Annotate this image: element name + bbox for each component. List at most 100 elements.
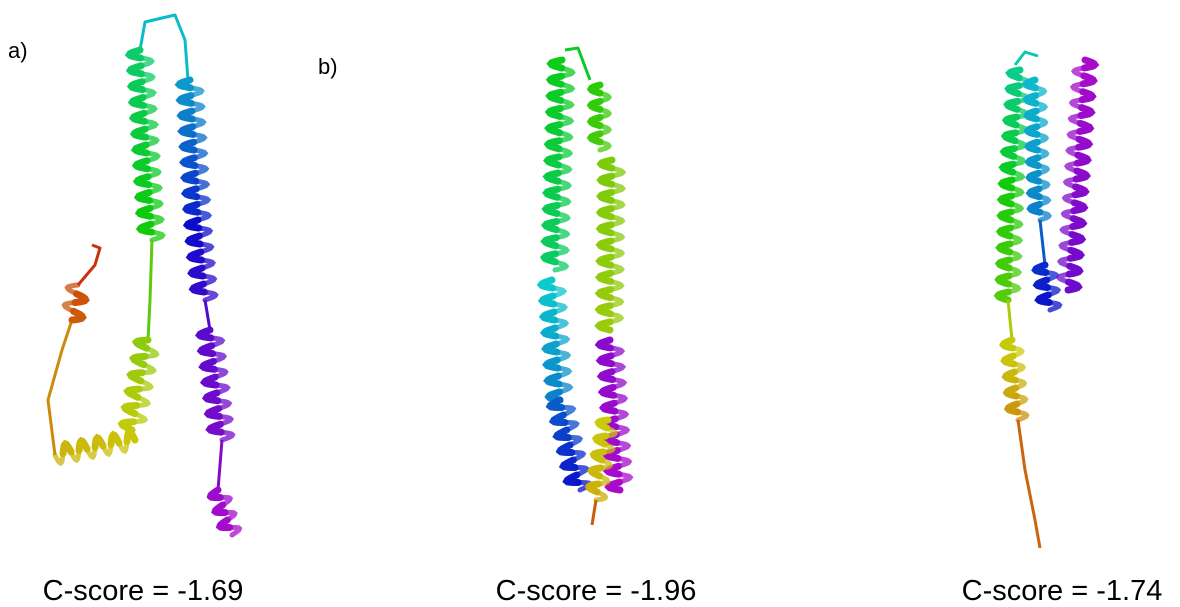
ribbon <box>1069 81 1086 95</box>
ribbon <box>124 46 144 62</box>
ribbon <box>608 230 626 244</box>
ribbon <box>128 109 148 125</box>
ribbon <box>141 102 158 116</box>
ribbon <box>218 429 236 443</box>
ribbon <box>1022 92 1040 107</box>
ribbon <box>996 192 1015 208</box>
ribbon <box>613 424 631 438</box>
ribbon <box>556 146 574 160</box>
ribbon <box>131 336 152 352</box>
ribbon <box>584 480 602 496</box>
ribbon <box>201 389 222 405</box>
ribbon <box>211 366 229 380</box>
ribbon <box>596 368 617 383</box>
ribbon <box>998 160 1017 176</box>
ribbon <box>1038 219 1047 266</box>
ribbon <box>586 130 604 146</box>
ribbon <box>553 227 571 241</box>
ribbon <box>608 262 625 276</box>
ribbon <box>595 253 615 269</box>
ribbon <box>1079 72 1098 88</box>
ribbon <box>1031 261 1050 276</box>
ribbon <box>995 240 1014 256</box>
ribbon <box>52 451 66 467</box>
ribbon <box>1056 255 1073 269</box>
ribbon <box>555 441 576 456</box>
ribbon <box>1000 352 1018 368</box>
ribbon <box>614 440 632 453</box>
ribbon <box>199 257 216 271</box>
ribbon <box>995 224 1014 240</box>
ribbon <box>1045 285 1062 298</box>
ribbon <box>126 78 146 94</box>
caption: C-score = -1.74 <box>962 575 1163 607</box>
ribbon <box>539 324 560 340</box>
ribbon <box>117 418 137 434</box>
ribbon <box>1011 138 1028 152</box>
ribbon <box>1006 265 1023 279</box>
ribbon <box>536 276 556 292</box>
ribbon <box>597 383 618 399</box>
ribbon <box>557 114 575 128</box>
ribbon <box>999 145 1018 160</box>
ribbon <box>1059 224 1076 237</box>
ribbon <box>555 365 573 379</box>
ribbon <box>594 286 614 302</box>
ribbon <box>610 377 628 390</box>
ribbon <box>543 137 563 153</box>
ribbon <box>120 402 140 418</box>
ribbon <box>562 420 580 433</box>
ribbon <box>138 55 155 69</box>
ribbon <box>1026 200 1044 216</box>
ribbon <box>555 162 573 176</box>
ribbon <box>127 94 147 109</box>
ribbon <box>185 248 205 264</box>
ribbon <box>145 166 162 180</box>
ribbon <box>594 302 614 318</box>
ribbon <box>193 178 211 192</box>
ribbon <box>1007 217 1024 231</box>
ribbon <box>587 464 605 480</box>
ribbon <box>603 462 623 478</box>
ribbon <box>1008 201 1025 215</box>
ribbon <box>564 46 592 81</box>
ribbon <box>215 516 234 532</box>
ribbon <box>1002 384 1020 400</box>
ribbon <box>993 288 1012 304</box>
ribbon <box>1005 66 1024 82</box>
ribbon <box>608 345 626 359</box>
ribbon <box>195 209 213 223</box>
ribbon <box>68 307 87 324</box>
ribbon <box>143 134 160 148</box>
ribbon <box>91 433 107 451</box>
ribbon <box>61 300 78 314</box>
ribbon <box>594 336 614 352</box>
ribbon <box>608 246 626 260</box>
ribbon <box>46 319 74 456</box>
ribbon <box>136 378 154 392</box>
ribbon <box>565 435 584 448</box>
ribbon <box>609 361 627 375</box>
ribbon <box>595 205 615 221</box>
ribbon <box>148 213 165 227</box>
ribbon <box>179 154 199 170</box>
ribbon <box>590 499 598 526</box>
ribbon <box>544 121 564 137</box>
ribbon <box>146 239 154 341</box>
ribbon <box>128 352 149 368</box>
ribbon <box>149 229 166 243</box>
ribbon <box>177 123 197 138</box>
ribbon <box>543 153 563 169</box>
ribbon <box>1065 262 1084 278</box>
ribbon <box>539 250 559 266</box>
ribbon <box>596 188 616 204</box>
ribbon <box>597 90 613 104</box>
ribbon <box>64 282 81 297</box>
ribbon <box>140 87 157 100</box>
ribbon <box>596 172 616 188</box>
ribbon <box>546 56 566 72</box>
ribbon <box>1065 144 1082 158</box>
ribbon <box>211 501 229 517</box>
ribbon <box>1000 129 1019 145</box>
ribbon <box>197 241 215 255</box>
